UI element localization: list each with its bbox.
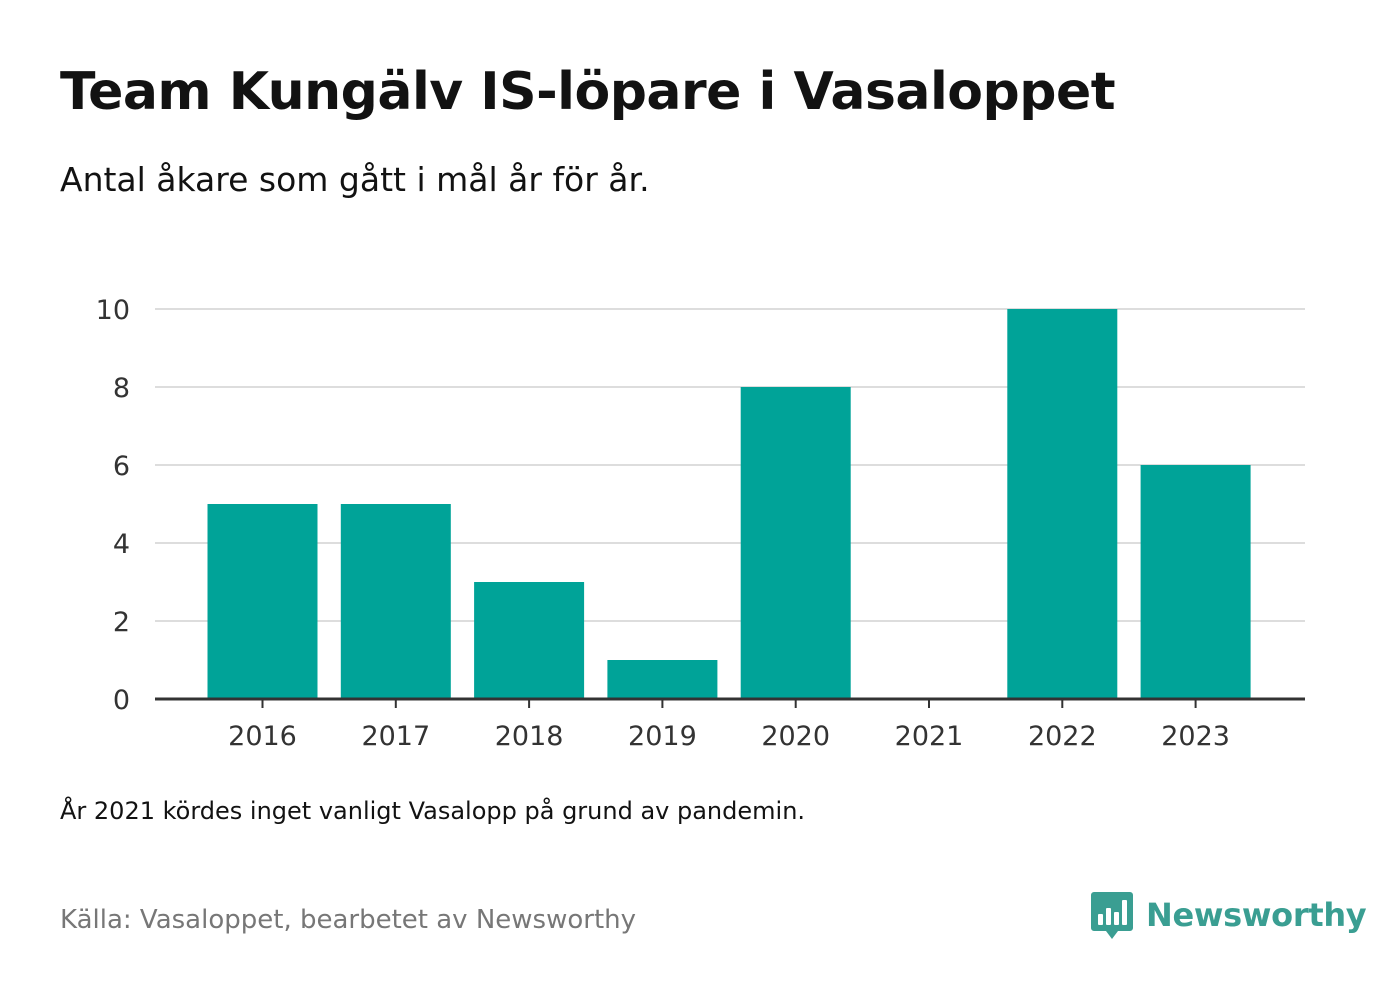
x-tick-label: 2023 <box>1161 721 1230 752</box>
y-tick-label: 6 <box>113 451 130 482</box>
brand-name: Newsworthy <box>1146 896 1367 934</box>
bar-2016 <box>207 504 318 699</box>
x-tick-label: 2018 <box>495 721 564 752</box>
y-tick-label: 2 <box>113 607 130 638</box>
x-tick-label: 2021 <box>895 721 964 752</box>
footnote: År 2021 kördes inget vanligt Vasalopp på… <box>60 797 806 825</box>
bar-2020 <box>740 387 851 699</box>
x-tick-label: 2016 <box>228 721 297 752</box>
x-tick-label: 2020 <box>761 721 830 752</box>
y-tick-label: 4 <box>113 529 130 560</box>
x-tick-label: 2022 <box>1028 721 1097 752</box>
bar-2023 <box>1140 465 1251 699</box>
chart-title: Team Kungälv IS-löpare i Vasaloppet <box>60 62 1116 122</box>
y-tick-label: 0 <box>113 685 130 716</box>
y-axis-labels: 0 2 4 6 8 10 <box>96 295 130 716</box>
y-tick-label: 8 <box>113 373 130 404</box>
bars <box>207 309 1251 699</box>
x-tick-label: 2017 <box>361 721 430 752</box>
chart-subtitle: Antal åkare som gått i mål år för år. <box>60 160 650 199</box>
y-tick-label: 10 <box>96 295 130 326</box>
x-axis-ticks <box>261 699 1197 708</box>
bar-2022 <box>1007 309 1118 699</box>
bar-2017 <box>340 504 451 699</box>
source-credit: Källa: Vasaloppet, bearbetet av Newswort… <box>60 905 636 935</box>
x-tick-label: 2019 <box>628 721 697 752</box>
grid-lines <box>155 308 1305 622</box>
bar-2018 <box>474 582 585 699</box>
x-axis-labels: 2016 2017 2018 2019 2020 2021 2022 2023 <box>228 721 1230 752</box>
brand-logo: Newsworthy <box>1090 890 1367 940</box>
bar-2019 <box>607 660 718 699</box>
bar-chart-speech-bubble-icon <box>1091 892 1133 939</box>
